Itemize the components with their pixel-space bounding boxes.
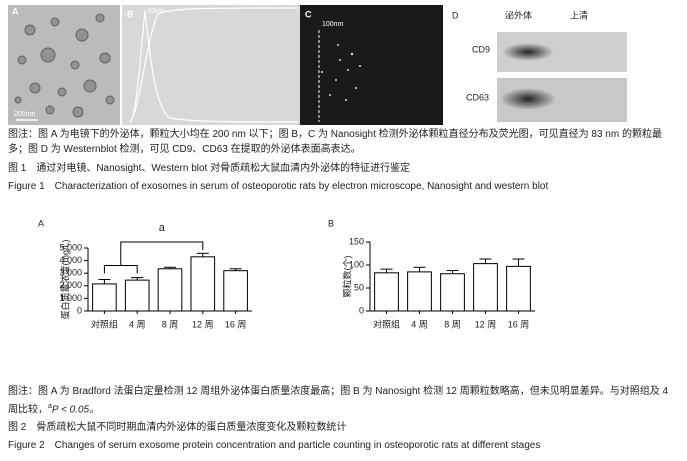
x-tick-label: 8 周 — [444, 319, 461, 329]
y-tick-label: 150 — [349, 236, 364, 246]
x-tick-label: 8 周 — [162, 319, 179, 329]
x-tick-label: 4 周 — [411, 319, 428, 329]
particles — [321, 44, 361, 101]
caption-text: 图注：图 A 为 Bradford 法蛋白定量检测 12 周组外泌体蛋白质量浓度… — [8, 386, 669, 416]
vesicles — [14, 13, 115, 118]
size-curve — [129, 9, 299, 123]
band-label: CD63 — [466, 92, 489, 102]
y-axis-label: 颗粒数(个) — [341, 256, 352, 298]
scale-label: 100nm — [322, 21, 344, 28]
y-tick-label: 4 000 — [59, 255, 82, 265]
band-label: CD9 — [472, 44, 490, 54]
bar — [407, 271, 432, 312]
bar — [223, 270, 248, 312]
caption-text: P < 0.05。 — [51, 404, 100, 416]
x-tick-label: 4 周 — [129, 319, 146, 329]
x-tick-label: 12 周 — [192, 319, 214, 329]
y-tick-label: 0 — [359, 305, 364, 315]
figure2-caption: 图注：图 A 为 Bradford 法蛋白定量检测 12 周组外泌体蛋白质量浓度… — [8, 384, 680, 417]
bar — [124, 279, 150, 312]
x-tick-label: 对照组 — [91, 318, 118, 329]
figure2-title-en: Figure 2 Changes of serum exosome protei… — [8, 440, 541, 451]
figure1-title: 图 1 通过对电镜、Nanosight、Western blot 对骨质疏松大鼠… — [8, 163, 411, 174]
annotation: a — [159, 222, 166, 234]
y-axis-label: 蛋白质量浓度(mg/L) — [59, 239, 70, 319]
y-tick-label: 1 000 — [59, 293, 82, 303]
nta-image — [122, 5, 300, 125]
figure2-title: 图 2 骨质疏松大鼠不同时期血清内外泌体的蛋白质量浓度变化及颗粒数统计 — [8, 422, 347, 433]
bar — [157, 268, 183, 312]
y-tick-label: 0 — [77, 305, 82, 315]
bar — [92, 283, 117, 312]
fluorescence-image — [300, 5, 443, 125]
bar — [473, 263, 498, 312]
x-tick-label: 对照组 — [373, 318, 400, 329]
y-tick-label: 5 000 — [59, 242, 82, 252]
peak-label: 83nm — [148, 8, 166, 15]
x-tick-label: 12 周 — [475, 319, 497, 329]
figure1-caption: 图注：图 A 为电镜下的外泌体，颗粒大小均在 200 nm 以下；图 B，C 为… — [8, 129, 662, 155]
panel-label: A — [38, 218, 44, 228]
lane-label: 上清 — [570, 9, 588, 20]
bar — [440, 273, 465, 312]
panel-label: C — [305, 9, 312, 19]
band — [500, 88, 556, 110]
x-tick-label: 16 周 — [225, 319, 247, 329]
panel-label: B — [127, 9, 134, 19]
scale-label: 200nm — [14, 111, 36, 118]
panel-label: A — [12, 6, 19, 16]
significance-bracket — [103, 241, 204, 274]
em-image — [8, 5, 120, 125]
panel-label: D — [452, 10, 459, 20]
cumulative-curve — [129, 7, 299, 123]
caption-sup: a — [48, 403, 52, 410]
y-tick-label: 2 000 — [59, 280, 82, 290]
panel-label: B — [328, 218, 334, 228]
bar — [506, 265, 531, 312]
y-tick-label: 3 000 — [59, 268, 82, 278]
y-tick-label: 50 — [354, 282, 364, 292]
lane-label: 泌外体 — [505, 9, 532, 20]
bar — [374, 272, 399, 312]
band — [502, 43, 554, 61]
bar — [190, 256, 216, 312]
y-tick-label: 100 — [349, 259, 364, 269]
x-tick-label: 16 周 — [508, 319, 530, 329]
figure1-title-en: Figure 1 Characterization of exosomes in… — [8, 181, 549, 192]
